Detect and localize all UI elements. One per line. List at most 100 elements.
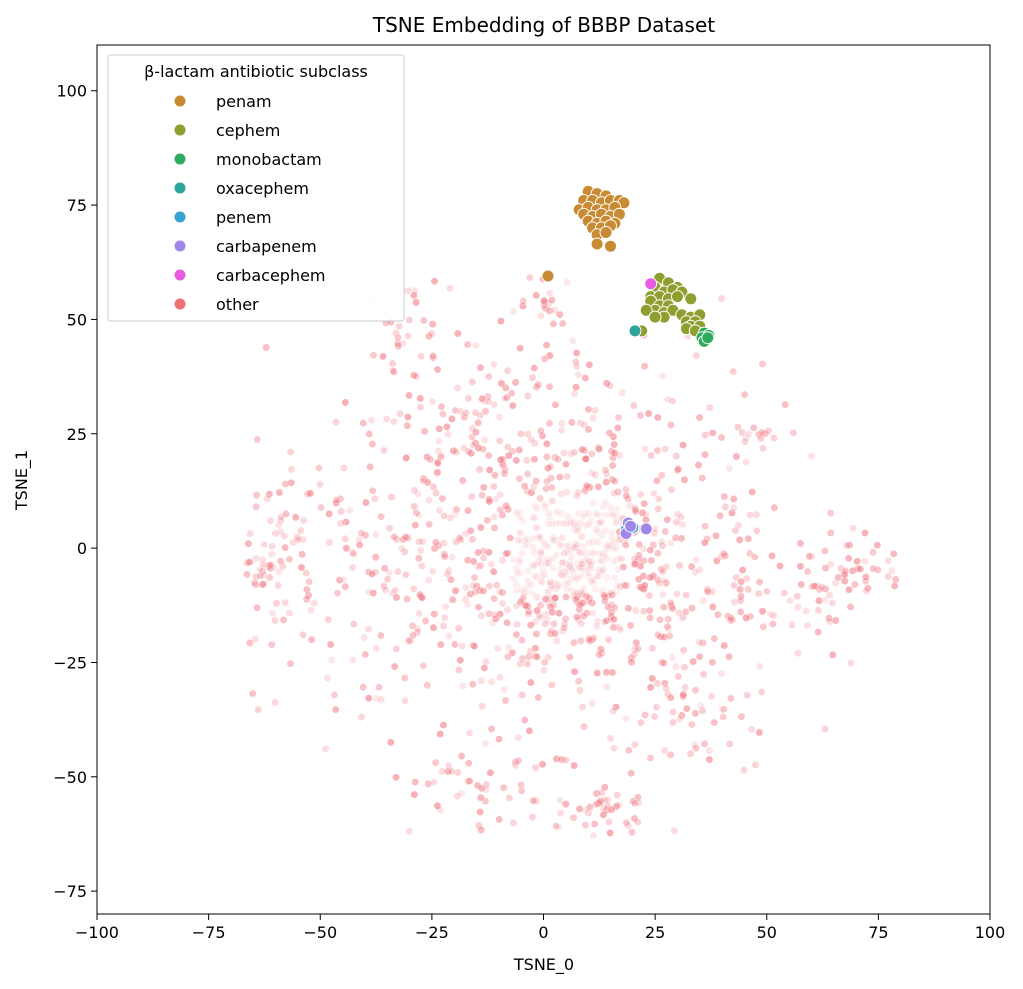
point-other: [730, 581, 738, 590]
point-other: [653, 476, 661, 485]
point-other: [603, 544, 611, 553]
point-other: [606, 734, 615, 743]
point-other: [710, 718, 719, 727]
point-other: [412, 298, 421, 307]
point-other: [476, 808, 484, 816]
point-other: [503, 606, 512, 614]
point-other: [550, 306, 559, 315]
point-other: [594, 538, 602, 546]
point-other: [433, 801, 442, 810]
point-other: [419, 316, 428, 325]
point-other: [472, 341, 480, 350]
point-other: [612, 703, 620, 711]
point-other: [595, 445, 603, 453]
point-other: [464, 759, 473, 768]
point-other: [411, 778, 420, 786]
point-other: [415, 590, 424, 599]
x-axis-label: TSNE_0: [513, 955, 574, 975]
point-other: [440, 613, 449, 622]
point-carbapenem: [639, 522, 653, 536]
point-other: [588, 699, 597, 708]
point-other: [610, 615, 619, 623]
point-other: [410, 790, 419, 799]
point-other: [699, 597, 708, 605]
legend-marker-penem: [173, 210, 187, 224]
legend-label-penam: penam: [216, 92, 272, 111]
point-other: [646, 683, 655, 692]
point-other: [515, 528, 523, 537]
point-other: [662, 562, 671, 571]
point-other: [436, 730, 445, 738]
point-other: [403, 286, 412, 295]
point-other: [478, 491, 487, 500]
point-other: [515, 474, 524, 483]
point-other: [605, 428, 614, 437]
point-other: [591, 406, 599, 415]
point-other: [481, 739, 490, 748]
point-other: [420, 427, 429, 436]
point-other: [627, 653, 636, 662]
point-other: [611, 518, 620, 527]
point-other: [552, 822, 560, 830]
point-other: [405, 316, 414, 324]
point-other: [606, 829, 614, 837]
point-other: [281, 480, 290, 488]
point-other: [631, 606, 640, 615]
point-other: [734, 423, 742, 431]
point-other: [608, 590, 617, 599]
point-other: [500, 469, 509, 478]
point-other: [670, 826, 679, 835]
point-other: [580, 420, 589, 429]
point-other: [360, 633, 369, 642]
point-other: [653, 679, 662, 688]
point-other: [515, 508, 524, 517]
point-other: [296, 526, 305, 535]
point-other: [844, 554, 853, 563]
point-other: [725, 464, 734, 473]
point-other: [538, 431, 547, 440]
point-other: [287, 478, 296, 487]
point-other: [717, 669, 726, 678]
point-other: [636, 718, 645, 727]
point-other: [448, 553, 457, 561]
point-other: [361, 498, 370, 507]
point-other: [826, 509, 835, 517]
point-other: [650, 712, 659, 721]
point-other: [679, 441, 687, 449]
point-other: [517, 585, 526, 594]
point-other: [396, 409, 404, 418]
y-tick-label: −75: [53, 882, 87, 901]
point-other: [418, 537, 427, 546]
chart-title: TSNE Embedding of BBBP Dataset: [372, 13, 715, 37]
point-other: [479, 554, 488, 562]
point-other: [764, 426, 773, 435]
point-other: [417, 352, 426, 361]
point-other: [601, 498, 610, 507]
point-other: [391, 586, 400, 595]
point-other: [612, 505, 621, 513]
point-other: [429, 351, 437, 360]
point-other: [439, 721, 448, 729]
point-other: [610, 440, 619, 449]
point-other: [461, 529, 470, 538]
point-other: [523, 391, 532, 400]
point-other: [433, 459, 442, 468]
point-other: [890, 582, 899, 590]
point-other: [631, 503, 639, 512]
point-other: [390, 367, 398, 376]
point-other: [561, 756, 570, 764]
point-other: [376, 631, 385, 640]
point-other: [419, 661, 428, 670]
point-other: [826, 529, 835, 537]
y-tick-label: 100: [56, 82, 87, 101]
point-other: [403, 595, 411, 603]
point-other: [717, 433, 726, 442]
point-other: [547, 519, 556, 528]
point-other: [562, 460, 570, 469]
point-other: [256, 571, 265, 580]
point-other: [326, 640, 335, 649]
point-other: [595, 549, 604, 558]
point-other: [333, 589, 342, 597]
point-other: [623, 581, 632, 590]
point-other: [485, 497, 494, 506]
